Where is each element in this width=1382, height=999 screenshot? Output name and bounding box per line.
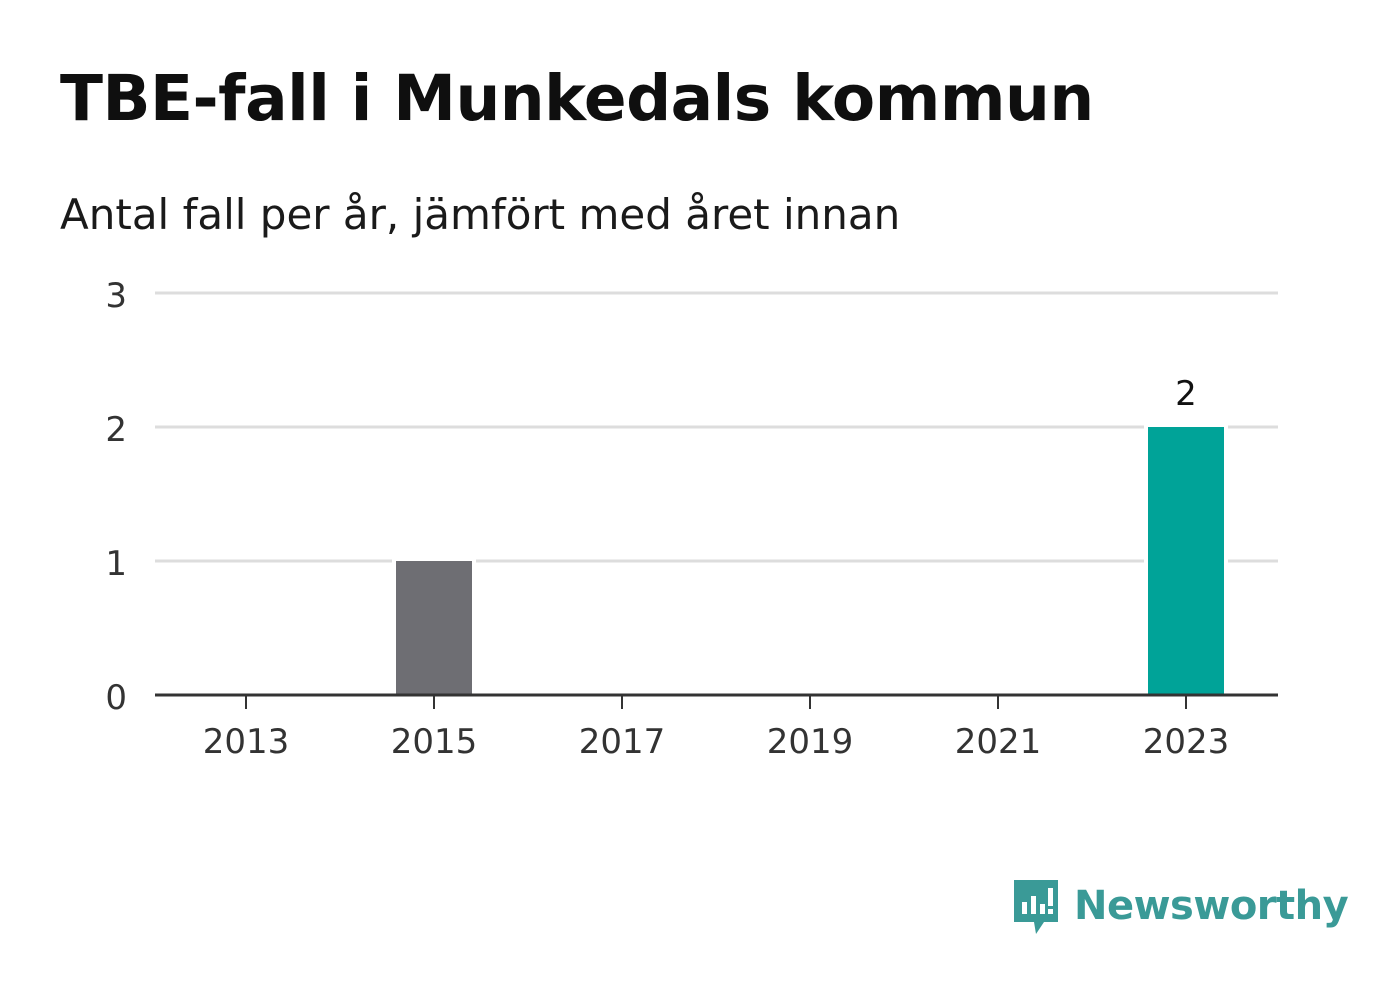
bar	[1148, 427, 1224, 695]
bar	[396, 561, 472, 695]
newsworthy-logo-icon	[1014, 880, 1058, 934]
bar-chart: 0 1 2 3 2 2013 2015 2017 2019 2021 2023	[105, 276, 1278, 762]
y-tick-label: 3	[105, 276, 127, 316]
y-tick-label: 2	[105, 410, 127, 450]
x-tick-label: 2019	[767, 722, 854, 762]
x-tick-label: 2021	[955, 722, 1042, 762]
y-tick-label: 0	[105, 678, 127, 718]
brand-name: Newsworthy	[1074, 883, 1349, 929]
chart-subtitle: Antal fall per år, jämfört med året inna…	[60, 190, 901, 239]
data-label: 2	[1175, 374, 1197, 414]
y-tick-label: 1	[105, 544, 127, 584]
x-tick-label: 2015	[391, 722, 478, 762]
chart-title: TBE-fall i Munkedals kommun	[60, 62, 1094, 135]
x-tick-label: 2013	[203, 722, 290, 762]
x-tick-label: 2023	[1143, 722, 1230, 762]
brand-logo: Newsworthy	[1010, 876, 1349, 936]
x-tick-label: 2017	[579, 722, 666, 762]
